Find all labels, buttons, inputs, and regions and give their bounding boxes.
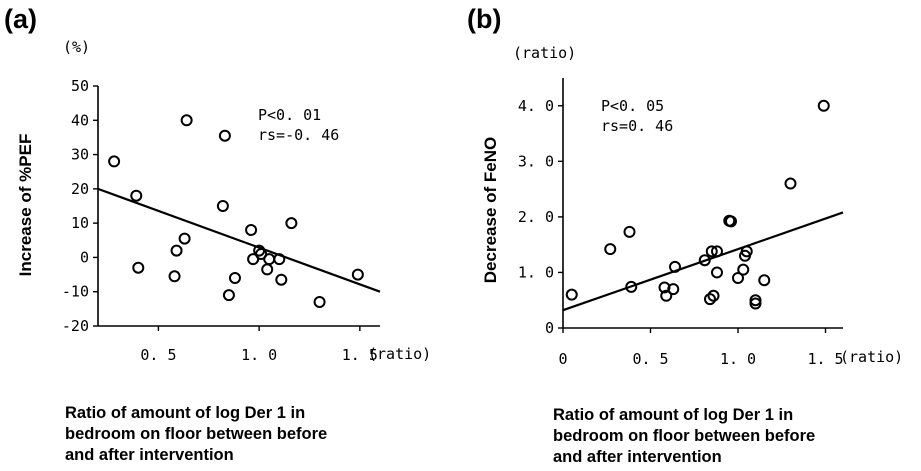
data-point-b <box>732 272 744 284</box>
y-tick-label-b: 0 <box>545 319 554 337</box>
data-point-a <box>108 155 121 168</box>
data-point-b <box>667 283 680 296</box>
data-point-b <box>625 280 638 293</box>
data-point-b <box>749 294 762 307</box>
data-point-b <box>660 289 673 302</box>
x-axis-caption-line: Ratio of amount of log Der 1 in <box>65 404 306 422</box>
y-unit-a: (%) <box>63 38 90 56</box>
data-point-a <box>168 270 181 283</box>
x-axis-caption-a: Ratio of amount of log Der 1 in bedroom … <box>65 403 327 466</box>
y-tick-label-a: 0 <box>80 248 89 266</box>
y-tick-label-b: 4. 0 <box>518 97 554 115</box>
data-point-b <box>711 266 723 279</box>
data-point-a <box>245 224 258 236</box>
data-point-a <box>132 261 145 274</box>
y-tick-label-b: 2. 0 <box>518 208 554 226</box>
data-point-b <box>704 293 716 306</box>
y-axis-label-a: Increase of %PEF <box>16 134 35 277</box>
data-point-b <box>658 281 671 294</box>
stat-label-b: rs=0. 46 <box>601 117 673 135</box>
data-point-b <box>737 263 750 276</box>
stat-label-b: P<0. 05 <box>601 97 664 115</box>
y-tick-label-a: 40 <box>71 111 89 129</box>
data-point-a <box>261 263 274 276</box>
data-point-a <box>216 200 229 212</box>
stat-label-a: rs=-0. 46 <box>258 126 339 144</box>
data-point-b <box>669 260 681 273</box>
y-axis-label-b: Decrease of FeNO <box>481 137 500 283</box>
chart-a: (%) (ratio) Increase of %PEF -20 -10 0 10 20… <box>16 38 431 364</box>
stat-label-a: P<0. 01 <box>258 106 321 124</box>
x-tick-label-b: 1. 0 <box>720 350 756 368</box>
data-point-b <box>623 225 636 238</box>
y-tick-label-a: 10 <box>71 214 89 232</box>
y-tick-label-a: 20 <box>71 180 89 198</box>
x-axis-caption-line: Ratio of amount of log Der 1 in <box>553 406 794 424</box>
data-point-a <box>180 114 193 127</box>
y-tick-label-a: 50 <box>71 77 89 95</box>
data-point-b <box>784 177 797 190</box>
x-unit-a: (ratio) <box>368 345 431 363</box>
x-axis-caption-line: and after intervention <box>65 446 234 464</box>
data-point-a <box>285 217 298 230</box>
y-tick-label-a: 30 <box>71 146 89 164</box>
data-point-a <box>170 244 183 257</box>
x-tick-label-a: 0. 5 <box>140 346 176 364</box>
x-tick-label-a: 1. 5 <box>342 346 378 364</box>
panel-letter-b: (b) <box>467 4 501 34</box>
x-axis-caption-b: Ratio of amount of log Der 1 in bedroom … <box>553 405 815 468</box>
y-tick-label-a: -20 <box>62 317 89 335</box>
data-point-b <box>740 245 753 258</box>
data-point-a <box>218 129 231 142</box>
x-tick-label-b: 1. 5 <box>807 350 843 368</box>
x-axis-caption-line: bedroom on floor between before <box>65 425 328 443</box>
chart-b: (ratio) (ratio) Decrease of FeNO 0 1. 0 2.… <box>481 44 903 368</box>
data-point-b <box>565 288 578 301</box>
regression-line-b <box>562 211 844 312</box>
data-point-b <box>711 245 723 258</box>
data-point-a <box>351 268 364 281</box>
data-point-b <box>604 243 617 256</box>
data-point-b <box>758 274 771 287</box>
x-unit-b: (ratio) <box>840 348 903 366</box>
panel-letter-a: (a) <box>4 4 37 34</box>
data-point-b <box>698 254 711 267</box>
data-point-b <box>817 99 830 112</box>
y-unit-b: (ratio) <box>513 44 576 62</box>
data-point-a <box>178 232 191 245</box>
x-tick-label-b: 0. 5 <box>632 350 668 368</box>
y-tick-label-a: -10 <box>62 283 89 301</box>
data-point-a <box>275 273 288 286</box>
data-point-b <box>707 289 720 302</box>
data-point-b <box>749 297 762 310</box>
data-point-a <box>263 253 276 266</box>
data-point-a <box>130 189 143 202</box>
data-point-b <box>705 245 718 258</box>
data-point-b <box>725 215 737 228</box>
x-axis-caption-line: and after intervention <box>553 448 722 466</box>
data-point-a <box>222 289 235 302</box>
y-tick-label-b: 3. 0 <box>518 152 554 170</box>
x-tick-label-b: 0 <box>558 350 567 368</box>
data-point-a <box>273 253 286 266</box>
regression-line-a <box>97 187 381 293</box>
data-point-a <box>313 296 326 308</box>
data-point-a <box>228 272 241 284</box>
x-tick-label-a: 1. 0 <box>241 346 277 364</box>
x-axis-caption-line: bedroom on floor between before <box>553 427 816 445</box>
y-tick-label-b: 1. 0 <box>518 263 554 281</box>
